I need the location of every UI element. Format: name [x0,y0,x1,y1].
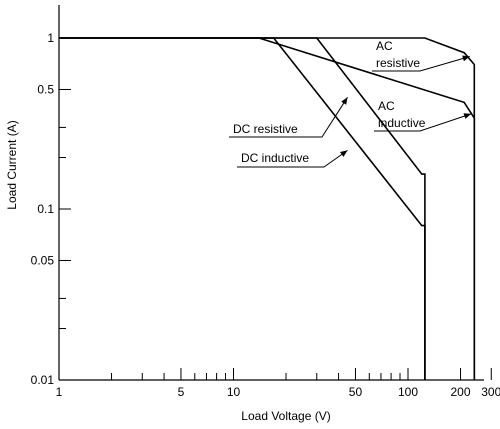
y-tick-label-1: 1 [47,31,54,45]
annotation-arrowhead [463,113,472,119]
y-tick-label-0-5: 0.5 [37,82,54,96]
annotation-arrowhead [340,150,348,157]
annotation-ac-inductive: AC inductive [374,99,472,132]
annotation-line: resistive [376,56,420,70]
annotation-arrowhead [462,55,470,62]
curves [59,37,476,380]
x-axis-title: Load Voltage (V) [241,409,330,423]
annotation-line: AC [376,39,393,53]
annotation-line: inductive [378,116,426,130]
y-tick-label-0-01: 0.01 [31,373,55,387]
annotation-leader [372,56,470,72]
series-line-dc-inductive [59,37,426,380]
y-tick-label-0-05: 0.05 [31,253,55,267]
x-tick-label-10: 10 [227,385,241,399]
annotation-label-dc-inductive: DC inductive [241,151,309,165]
x-tick-label-1: 1 [56,385,63,399]
x-tick-label-5: 5 [178,385,185,399]
annotation-leader [229,97,348,138]
annotation-dc-inductive: DC inductive [237,149,348,168]
annotation-leader [374,113,472,132]
x-tick-label-200: 200 [451,385,471,399]
annotation-ac-resistive: AC resistive [372,39,470,72]
annotation-label-dc-resistive: DC resistive [233,122,298,136]
annotation-line: DC resistive [233,122,298,136]
x-tick-label-100: 100 [398,385,418,399]
axes [58,5,484,381]
annotation-label-ac-inductive: AC inductive [378,99,426,130]
ticks: 1 5 10 50 100 200 300 0.01 0.05 0.1 0.5 1 [31,31,500,399]
y-axis-title: Load Current (A) [5,120,19,209]
annotation-label-ac-resistive: AC resistive [376,39,420,70]
series-line-ac-resistive [59,37,476,380]
annotations: AC resistive AC inductive DC resistive DC ind… [229,39,472,168]
series-line-ac-inductive [59,37,476,380]
annotation-leader [237,149,348,168]
annotation-line: DC inductive [241,151,309,165]
series-line-dc-resistive [59,37,426,380]
annotation-line: AC [378,99,395,113]
x-tick-label-300: 300 [481,385,500,399]
y-tick-label-0-1: 0.1 [37,202,54,216]
annotation-arrowhead [341,97,348,105]
x-tick-label-50: 50 [349,385,363,399]
annotation-dc-resistive: DC resistive [229,97,348,138]
